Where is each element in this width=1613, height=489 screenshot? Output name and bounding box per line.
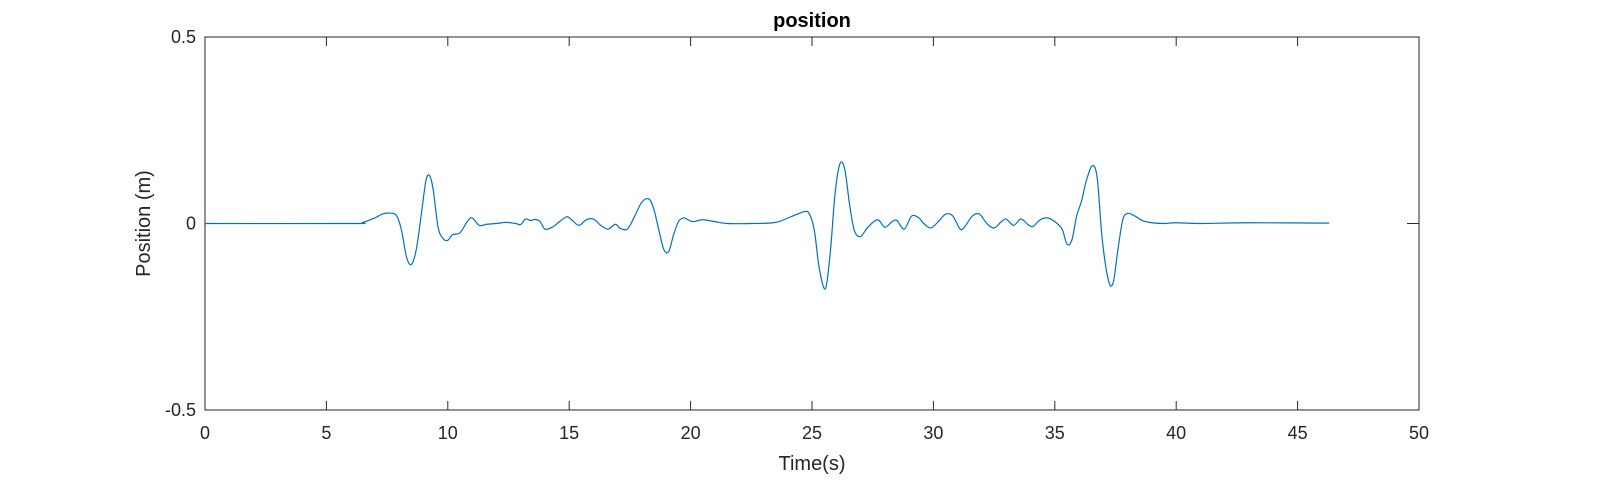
x-tick-label: 0	[200, 423, 210, 443]
x-axis: 0 5 10 15 20 25 30 35 40 45 50	[200, 37, 1429, 443]
chart-title: position	[773, 10, 851, 32]
x-tick-label: 25	[802, 423, 822, 443]
y-tick-label: -0.5	[165, 400, 196, 420]
x-tick-label: 20	[681, 423, 701, 443]
x-tick-label: 35	[1045, 423, 1065, 443]
x-tick-label: 5	[321, 423, 331, 443]
y-tick-label: 0	[186, 214, 196, 234]
y-tick-label: 0.5	[171, 27, 196, 47]
y-axis: -0.5 0 0.5	[165, 27, 1419, 420]
x-tick-label: 10	[438, 423, 458, 443]
series-layer	[204, 161, 1330, 290]
x-tick-label: 30	[923, 423, 943, 443]
x-tick-label: 15	[559, 423, 579, 443]
x-tick-label: 40	[1166, 423, 1186, 443]
y-axis-label: Position (m)	[133, 170, 155, 277]
series-line-0	[204, 161, 1330, 290]
x-axis-label: Time(s)	[778, 453, 845, 475]
x-tick-label: 45	[1288, 423, 1308, 443]
x-tick-label: 50	[1409, 423, 1429, 443]
plot-area	[204, 36, 1420, 411]
